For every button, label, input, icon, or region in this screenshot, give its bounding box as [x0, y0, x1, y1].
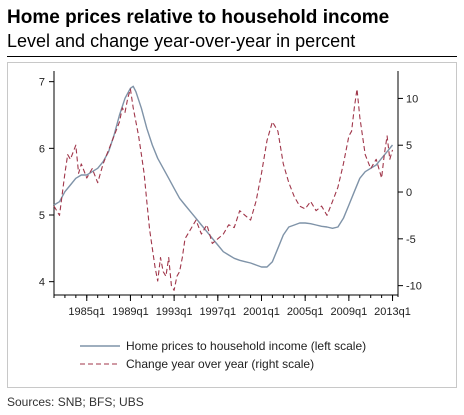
x-tick-label-1985q1: 1985q1: [68, 306, 105, 318]
line-chart: 4 5 6 7 -10 -5 0 5 10 1985q1 1989q1 1993q1 1997q1 2…: [39, 71, 422, 371]
left-axis-ticks: 4 5 6 7: [39, 77, 54, 289]
right-tick-label-5: 5: [406, 140, 412, 152]
right-tick-label--10: -10: [406, 281, 422, 293]
left-tick-label-4: 4: [39, 277, 45, 289]
x-tick-label-1989q1: 1989q1: [112, 306, 149, 318]
plot-lines: [53, 85, 394, 291]
x-tick-label-1997q1: 1997q1: [199, 306, 236, 318]
x-tick-label-2005q1: 2005q1: [287, 306, 324, 318]
legend-label-yoy: Change year over year (right scale): [126, 357, 314, 371]
source-note: Sources: SNB; BFS; UBS: [7, 395, 144, 409]
right-tick-label-0: 0: [406, 187, 412, 199]
x-tick-label-2001q1: 2001q1: [243, 306, 280, 318]
chart-subtitle: Level and change year-over-year in perce…: [7, 31, 356, 51]
right-tick-label-10: 10: [406, 93, 418, 105]
right-tick-label--5: -5: [406, 234, 416, 246]
chart-panel: 4 5 6 7 -10 -5 0 5 10 1985q1 1989q1 1993q1 1997q1 2…: [7, 62, 457, 388]
legend-label-level: Home prices to household income (left sc…: [126, 339, 366, 353]
legend: Home prices to household income (left sc…: [80, 339, 366, 371]
title-rule: [7, 56, 457, 57]
x-tick-label-2009q1: 2009q1: [330, 306, 367, 318]
right-axis-ticks: -10 -5 0 5 10: [398, 93, 422, 293]
series-line-level: [53, 85, 394, 268]
left-tick-label-7: 7: [39, 77, 45, 89]
series-line-yoy: [53, 88, 394, 291]
left-tick-label-6: 6: [39, 143, 45, 155]
x-axis-ticks: 1985q1 1989q1 1993q1 1997q1 2001q1 2005q1 2009…: [53, 295, 411, 318]
axes-group: [53, 71, 399, 297]
x-tick-label-2013q1: 2013q1: [374, 306, 411, 318]
chart-title: Home prices relative to household income: [7, 7, 390, 28]
x-tick-label-1993q1: 1993q1: [156, 306, 193, 318]
left-tick-label-5: 5: [39, 210, 45, 222]
